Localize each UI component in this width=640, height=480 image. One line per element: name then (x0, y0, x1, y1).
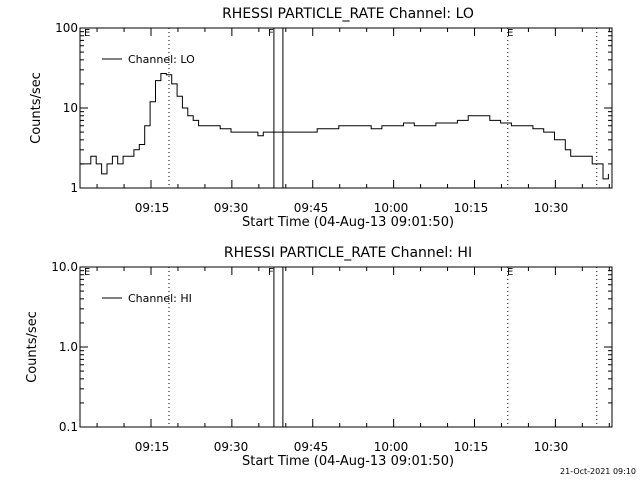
panel1-flag-e-end: E (507, 28, 513, 39)
panel1-flag-f: F (268, 28, 274, 39)
panel1-x-tick-1015: 10:15 (454, 201, 489, 215)
footer-timestamp: 21-Oct-2021 09:10 (560, 467, 636, 476)
panel2-flag-e-start: E (84, 267, 90, 278)
panel2-x-axis-label: Start Time (04-Aug-13 09:01:50) (242, 454, 454, 469)
panel2-flag-f: F (268, 267, 274, 278)
panel1-x-tick-0915: 09:15 (135, 201, 170, 215)
panel1-x-tick-1030: 10:30 (534, 201, 569, 215)
panel1-x-axis-label: Start Time (04-Aug-13 09:01:50) (242, 215, 454, 230)
panel1-legend-label: Channel: LO (128, 53, 195, 66)
panel2-y-axis-label: Counts/sec (25, 311, 40, 383)
panel2-y-tick-1: 1.0 (59, 340, 78, 354)
panel2-flag-e-end: E (507, 267, 513, 278)
panel2-title: RHESSI PARTICLE_RATE Channel: HI (224, 245, 472, 261)
panel2-y-tick-10: 10.0 (51, 260, 78, 274)
panel1-title: RHESSI PARTICLE_RATE Channel: LO (222, 6, 474, 22)
panel2-y-tick-0.1: 0.1 (59, 420, 78, 434)
panel1-y-tick-10: 10 (63, 101, 78, 115)
panel1-series-line-0 (80, 73, 609, 180)
panel2-x-tick-1030: 10:30 (534, 440, 569, 454)
panel2-x-tick-0945: 09:45 (294, 440, 329, 454)
panel1-x-tick-0930: 09:30 (214, 201, 249, 215)
panel1-y-tick-1: 1 (70, 181, 78, 195)
panel1-x-tick-1000: 10:00 (374, 201, 409, 215)
panel1-y-tick-100: 100 (55, 21, 78, 35)
panel2-x-tick-1000: 10:00 (374, 440, 409, 454)
panel1-flag-e-start: E (84, 28, 90, 39)
panel2-x-tick-0930: 09:30 (214, 440, 249, 454)
panel2-x-tick-0915: 09:15 (135, 440, 170, 454)
panel2-legend-label: Channel: HI (128, 292, 192, 305)
panel2-x-tick-1015: 10:15 (454, 440, 489, 454)
panel1-y-axis-label: Counts/sec (29, 72, 44, 144)
panel1-x-tick-0945: 09:45 (294, 201, 329, 215)
